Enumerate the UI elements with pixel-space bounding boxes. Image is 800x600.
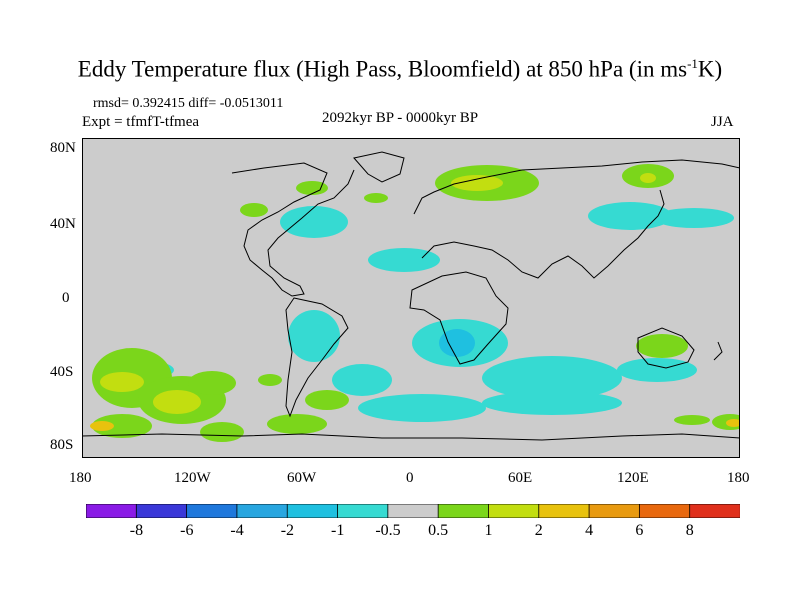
antarctica-coast <box>82 433 740 441</box>
anomaly-patch <box>368 248 440 272</box>
lat-label: 40N <box>50 216 76 232</box>
lat-label: 80N <box>50 140 76 156</box>
lon-label: 120W <box>174 470 211 486</box>
anomaly-patch <box>92 414 152 438</box>
lon-label: 180 <box>69 470 92 486</box>
colorbar-labels: -8 -6 -4 -2 -1 -0.5 0.5 1 2 4 6 8 <box>86 522 740 542</box>
anomaly-patch <box>439 329 475 357</box>
colorbar-swatch <box>86 504 138 518</box>
anomaly-patch <box>617 358 697 382</box>
anomaly-patch <box>674 415 710 425</box>
anomaly-patch <box>288 310 340 362</box>
colorbar-swatch <box>387 504 439 518</box>
colorbar-label: 8 <box>685 522 694 539</box>
colorbar-label: -6 <box>180 522 194 539</box>
colorbar-swatch <box>135 504 188 518</box>
colorbar-label: -2 <box>280 522 295 539</box>
anomaly-patch <box>240 203 268 217</box>
anomaly-patch <box>200 422 244 442</box>
colorbar-swatch <box>488 504 540 518</box>
anomaly-patch <box>451 175 503 191</box>
anomaly-patch <box>90 421 114 431</box>
coastlines <box>82 151 740 441</box>
world-map <box>82 138 740 458</box>
colorbar <box>86 504 740 518</box>
title-main: Eddy Temperature flux (High Pass, Bloomf… <box>77 56 688 82</box>
colorbar-swatch <box>437 504 490 518</box>
colorbar-swatch <box>538 504 590 518</box>
lon-label: 0 <box>406 470 414 486</box>
australia-coast <box>637 327 695 369</box>
anomaly-patch <box>364 193 388 203</box>
lat-label: 80S <box>50 437 74 453</box>
anomaly-patch <box>153 390 201 414</box>
africa-coast <box>409 271 509 365</box>
map-frame <box>82 138 740 458</box>
eurasia-north-coast <box>413 159 740 215</box>
anomaly-patch <box>640 173 656 183</box>
period-label: 2092kyr BP - 0000kyr BP <box>322 110 479 126</box>
colorbar-label: -1 <box>331 522 345 539</box>
colorbar-label: 6 <box>635 522 644 539</box>
colorbar-label: -0.5 <box>375 522 401 539</box>
anomaly-patch <box>296 181 328 195</box>
anomaly-patch <box>305 390 349 410</box>
anomaly-patch <box>726 419 740 427</box>
colorbar-label: 2 <box>534 522 543 539</box>
negative-anomaly-regions <box>134 202 734 422</box>
new-zealand-coast <box>713 341 723 361</box>
anomaly-patch <box>358 394 486 422</box>
colorbar-swatch <box>286 504 339 518</box>
lon-label: 180 <box>727 470 750 486</box>
anomaly-patch <box>188 371 236 395</box>
title-superscript: -1 <box>687 56 698 71</box>
anomaly-patch <box>100 372 144 392</box>
lon-label: 120E <box>617 470 649 486</box>
colorbar-swatch <box>236 504 288 518</box>
plot-title: Eddy Temperature flux (High Pass, Bloomf… <box>0 56 800 83</box>
stats-text: rmsd= 0.392415 diff= -0.0513011 <box>93 96 284 111</box>
colorbar-swatch <box>689 504 740 518</box>
anomaly-patch <box>258 374 282 386</box>
title-tail: K) <box>697 56 723 82</box>
colorbar-swatch <box>588 504 641 518</box>
anomaly-patch <box>280 206 348 238</box>
anomaly-patch <box>332 364 392 396</box>
colorbar-label: 1 <box>484 522 493 539</box>
lat-label: 0 <box>62 290 70 306</box>
anomaly-patch <box>654 208 734 228</box>
anomaly-patch <box>636 334 688 358</box>
colorbar-label: 4 <box>585 522 594 539</box>
colorbar-label: -4 <box>230 522 244 539</box>
north-america-coast <box>231 162 355 297</box>
eurasia-south-coast <box>421 189 665 279</box>
anomaly-patch <box>267 414 327 434</box>
colorbar-swatch <box>638 504 691 518</box>
colorbar-swatch <box>337 504 389 518</box>
greenland-coast <box>353 151 405 183</box>
anomaly-patch <box>482 356 622 400</box>
anomaly-patch <box>482 391 622 415</box>
south-america-coast <box>285 297 349 418</box>
positive-anomaly-regions <box>90 164 740 442</box>
colorbar-swatch <box>186 504 238 518</box>
colorbar-label: 0.5 <box>428 522 449 539</box>
season-label: JJA <box>711 114 734 130</box>
colorbar-label: -8 <box>129 522 144 539</box>
experiment-label: Expt = tfmfT-tfmea <box>82 114 200 130</box>
lat-label: 40S <box>50 364 74 380</box>
lon-label: 60E <box>508 470 533 486</box>
lon-label: 60W <box>287 470 317 486</box>
